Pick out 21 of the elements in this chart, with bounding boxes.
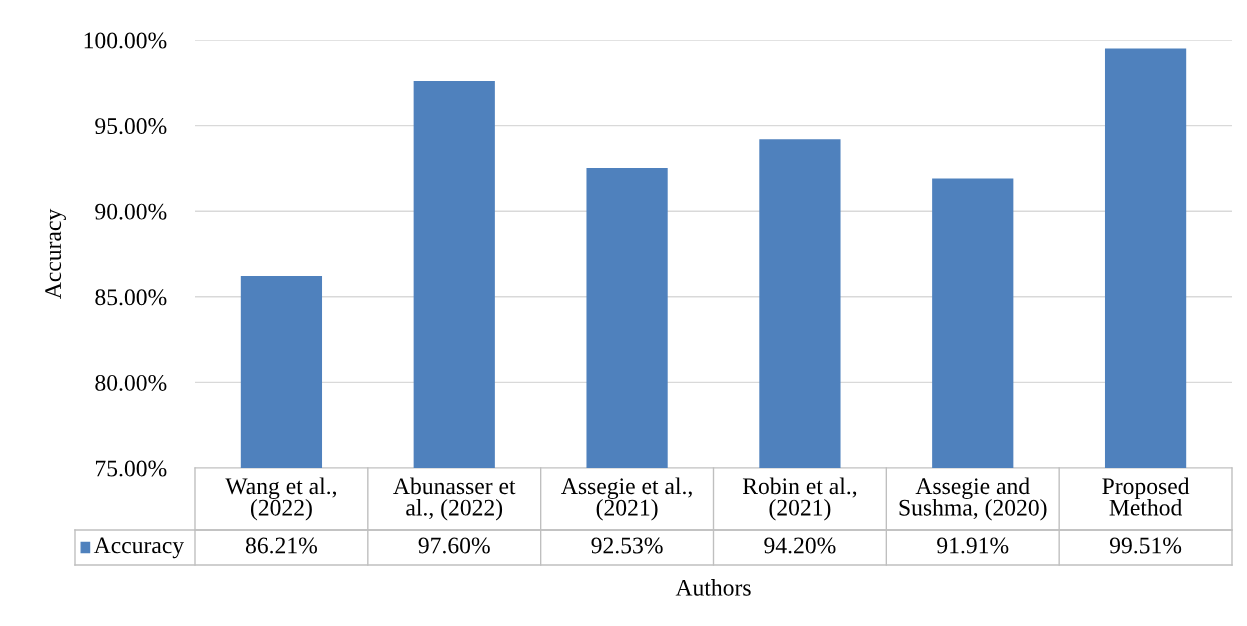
y-tick-label: 80.00% [95,374,167,391]
y-tick-label: 90.00% [95,203,167,220]
y-tick-label: 100.00% [84,32,167,49]
x-tick-label: Robin et al., (2021) [742,477,857,521]
legend-label: Accuracy [93,537,185,559]
y-tick-label: 95.00% [95,118,167,135]
x-tick-label: Abunasser et al., (2022) [393,477,516,521]
x-tick-label: Wang et al., (2022) [225,477,337,521]
x-tick-label: Assegie and Sushma, (2020) [899,477,1047,521]
data-label: 86.21% [245,537,318,554]
x-tick-label: Assegie et al., (2021) [561,477,692,521]
y-tick-label: 75.00% [95,460,167,477]
y-tick-label: 85.00% [95,289,167,306]
data-label: 92.53% [591,537,663,554]
data-label: 94.20% [764,537,836,554]
y-axis-title: Accuracy [45,208,66,299]
x-axis-title: Authors [675,579,751,596]
x-tick-label: Proposed Method [1102,477,1190,516]
data-label: 91.91% [937,537,1009,554]
data-label: 97.60% [418,537,490,554]
data-label: 99.51% [1109,537,1182,554]
